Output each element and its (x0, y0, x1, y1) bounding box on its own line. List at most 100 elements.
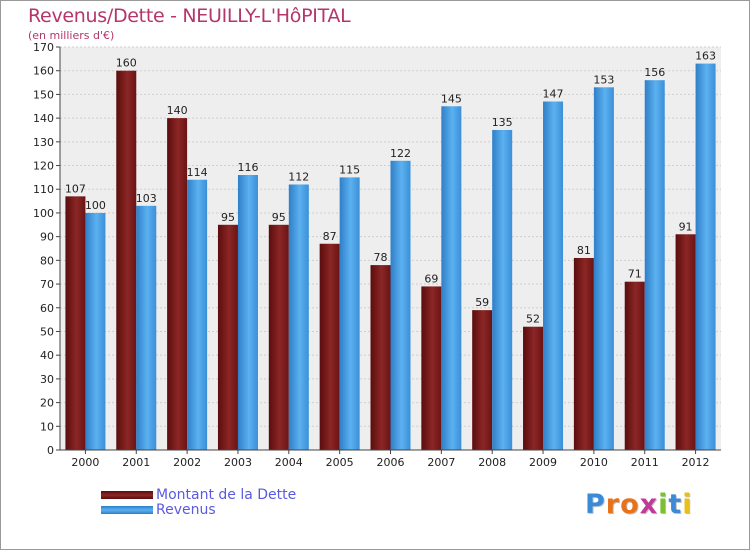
x-tick-label: 2005 (326, 456, 354, 469)
y-tick-label: 120 (33, 160, 54, 173)
value-label-debt-2002: 140 (167, 104, 188, 117)
x-tick-label: 2012 (682, 456, 710, 469)
legend-swatch-revenue (101, 506, 153, 514)
bar-revenue-2005 (339, 177, 360, 450)
value-label-debt-2001: 160 (116, 57, 137, 70)
logo-letter: o (620, 489, 640, 520)
bar-revenue-2000 (85, 212, 106, 450)
value-label-debt-2004: 95 (272, 211, 286, 224)
bar-revenue-2012 (695, 63, 716, 450)
value-label-debt-2003: 95 (221, 211, 235, 224)
value-label-debt-2010: 81 (577, 244, 591, 257)
bar-debt-2006 (370, 265, 391, 450)
value-label-revenue-2012: 163 (695, 50, 716, 63)
x-tick-label: 2002 (173, 456, 201, 469)
x-tick-label: 2004 (275, 456, 303, 469)
bar-revenue-2007 (441, 106, 462, 450)
value-label-revenue-2011: 156 (644, 66, 665, 79)
y-tick-label: 150 (33, 88, 54, 101)
x-tick-label: 2001 (122, 456, 150, 469)
y-tick-label: 10 (40, 420, 54, 433)
chart-title: Revenus/Dette - NEUILLY-L'HôPITAL (28, 5, 351, 27)
bar-debt-2005 (319, 243, 340, 450)
value-label-debt-2006: 78 (374, 251, 388, 264)
y-tick-label: 60 (40, 302, 54, 315)
value-label-debt-2000: 107 (65, 182, 86, 195)
y-tick-label: 0 (47, 444, 54, 457)
value-label-debt-2007: 69 (424, 272, 438, 285)
logo-letter: x (639, 489, 659, 520)
bar-revenue-2009 (543, 101, 564, 450)
logo-letter: P (585, 489, 606, 520)
x-tick-label: 2000 (71, 456, 99, 469)
bar-debt-2010 (573, 257, 594, 450)
bar-revenue-2010 (593, 87, 614, 451)
value-label-debt-2011: 71 (628, 268, 642, 281)
y-tick-label: 20 (40, 397, 54, 410)
y-tick-label: 170 (33, 41, 54, 54)
bar-revenue-2002 (187, 179, 208, 451)
bar-debt-2000 (65, 196, 86, 450)
value-label-revenue-2007: 145 (441, 92, 462, 105)
x-tick-label: 2010 (580, 456, 608, 469)
bar-debt-2004 (268, 224, 289, 450)
y-tick-label: 160 (33, 65, 54, 78)
value-label-revenue-2010: 153 (593, 73, 614, 86)
bar-debt-2008 (472, 310, 493, 450)
bar-debt-2012 (675, 234, 696, 450)
value-label-revenue-2002: 114 (187, 166, 208, 179)
y-axis: 0 10 20 30 40 50 60 70 80 90 100 110 120 130 140 150 160… (33, 41, 61, 457)
y-tick-label: 90 (40, 231, 54, 244)
value-label-revenue-2005: 115 (339, 163, 360, 176)
bar-revenue-2006 (390, 160, 411, 450)
x-axis: 2000 2001 2002 2003 2004 2005 2006 2007 2008 2009… (60, 449, 721, 469)
y-tick-label: 110 (33, 183, 54, 196)
bar-debt-2009 (523, 326, 544, 450)
x-tick-label: 2003 (224, 456, 252, 469)
bar-revenue-2011 (644, 80, 665, 450)
bar-debt-2001 (116, 70, 137, 451)
bar-debt-2007 (421, 286, 442, 450)
y-tick-label: 130 (33, 136, 54, 149)
value-label-debt-2012: 91 (679, 220, 693, 233)
x-tick-label: 2009 (529, 456, 557, 469)
legend-label-debt: Montant de la Dette (156, 487, 297, 503)
bar-debt-2003 (217, 224, 238, 450)
value-label-revenue-2008: 135 (492, 116, 513, 129)
value-label-revenue-2006: 122 (390, 147, 411, 160)
bars: 107 100 160 103 140 114 95 116 95 112 87 115 78 122 69… (65, 50, 716, 451)
value-label-revenue-2001: 103 (136, 192, 157, 205)
value-label-revenue-2003: 116 (237, 161, 258, 174)
x-tick-label: 2008 (478, 456, 506, 469)
y-tick-label: 80 (40, 254, 54, 267)
value-label-revenue-2004: 112 (288, 170, 309, 183)
proxiti-logo: Proxiti (585, 489, 693, 520)
legend-label-revenue: Revenus (156, 502, 216, 518)
bar-revenue-2001 (136, 205, 157, 450)
value-label-debt-2008: 59 (475, 296, 489, 309)
logo-letter: i (682, 489, 693, 520)
x-tick-label: 2006 (377, 456, 405, 469)
logo-letter: r (605, 489, 621, 520)
legend-swatch-debt (101, 491, 153, 499)
x-tick-label: 2011 (631, 456, 659, 469)
value-label-debt-2009: 52 (526, 313, 540, 326)
y-tick-label: 100 (33, 207, 54, 220)
bar-revenue-2003 (237, 175, 258, 450)
bar-debt-2011 (624, 281, 645, 450)
y-tick-label: 140 (33, 112, 54, 125)
chart-subtitle: (en milliers d'€) (28, 29, 115, 42)
value-label-revenue-2000: 100 (85, 199, 106, 212)
value-label-revenue-2009: 147 (543, 88, 564, 101)
y-tick-label: 50 (40, 325, 54, 338)
logo-letter: t (668, 489, 683, 520)
y-tick-label: 40 (40, 349, 54, 362)
bar-revenue-2008 (492, 129, 513, 450)
x-tick-label: 2007 (427, 456, 455, 469)
y-tick-label: 70 (40, 278, 54, 291)
bar-revenue-2004 (288, 184, 309, 450)
bar-debt-2002 (167, 118, 188, 450)
logo-letter: i (658, 489, 669, 520)
